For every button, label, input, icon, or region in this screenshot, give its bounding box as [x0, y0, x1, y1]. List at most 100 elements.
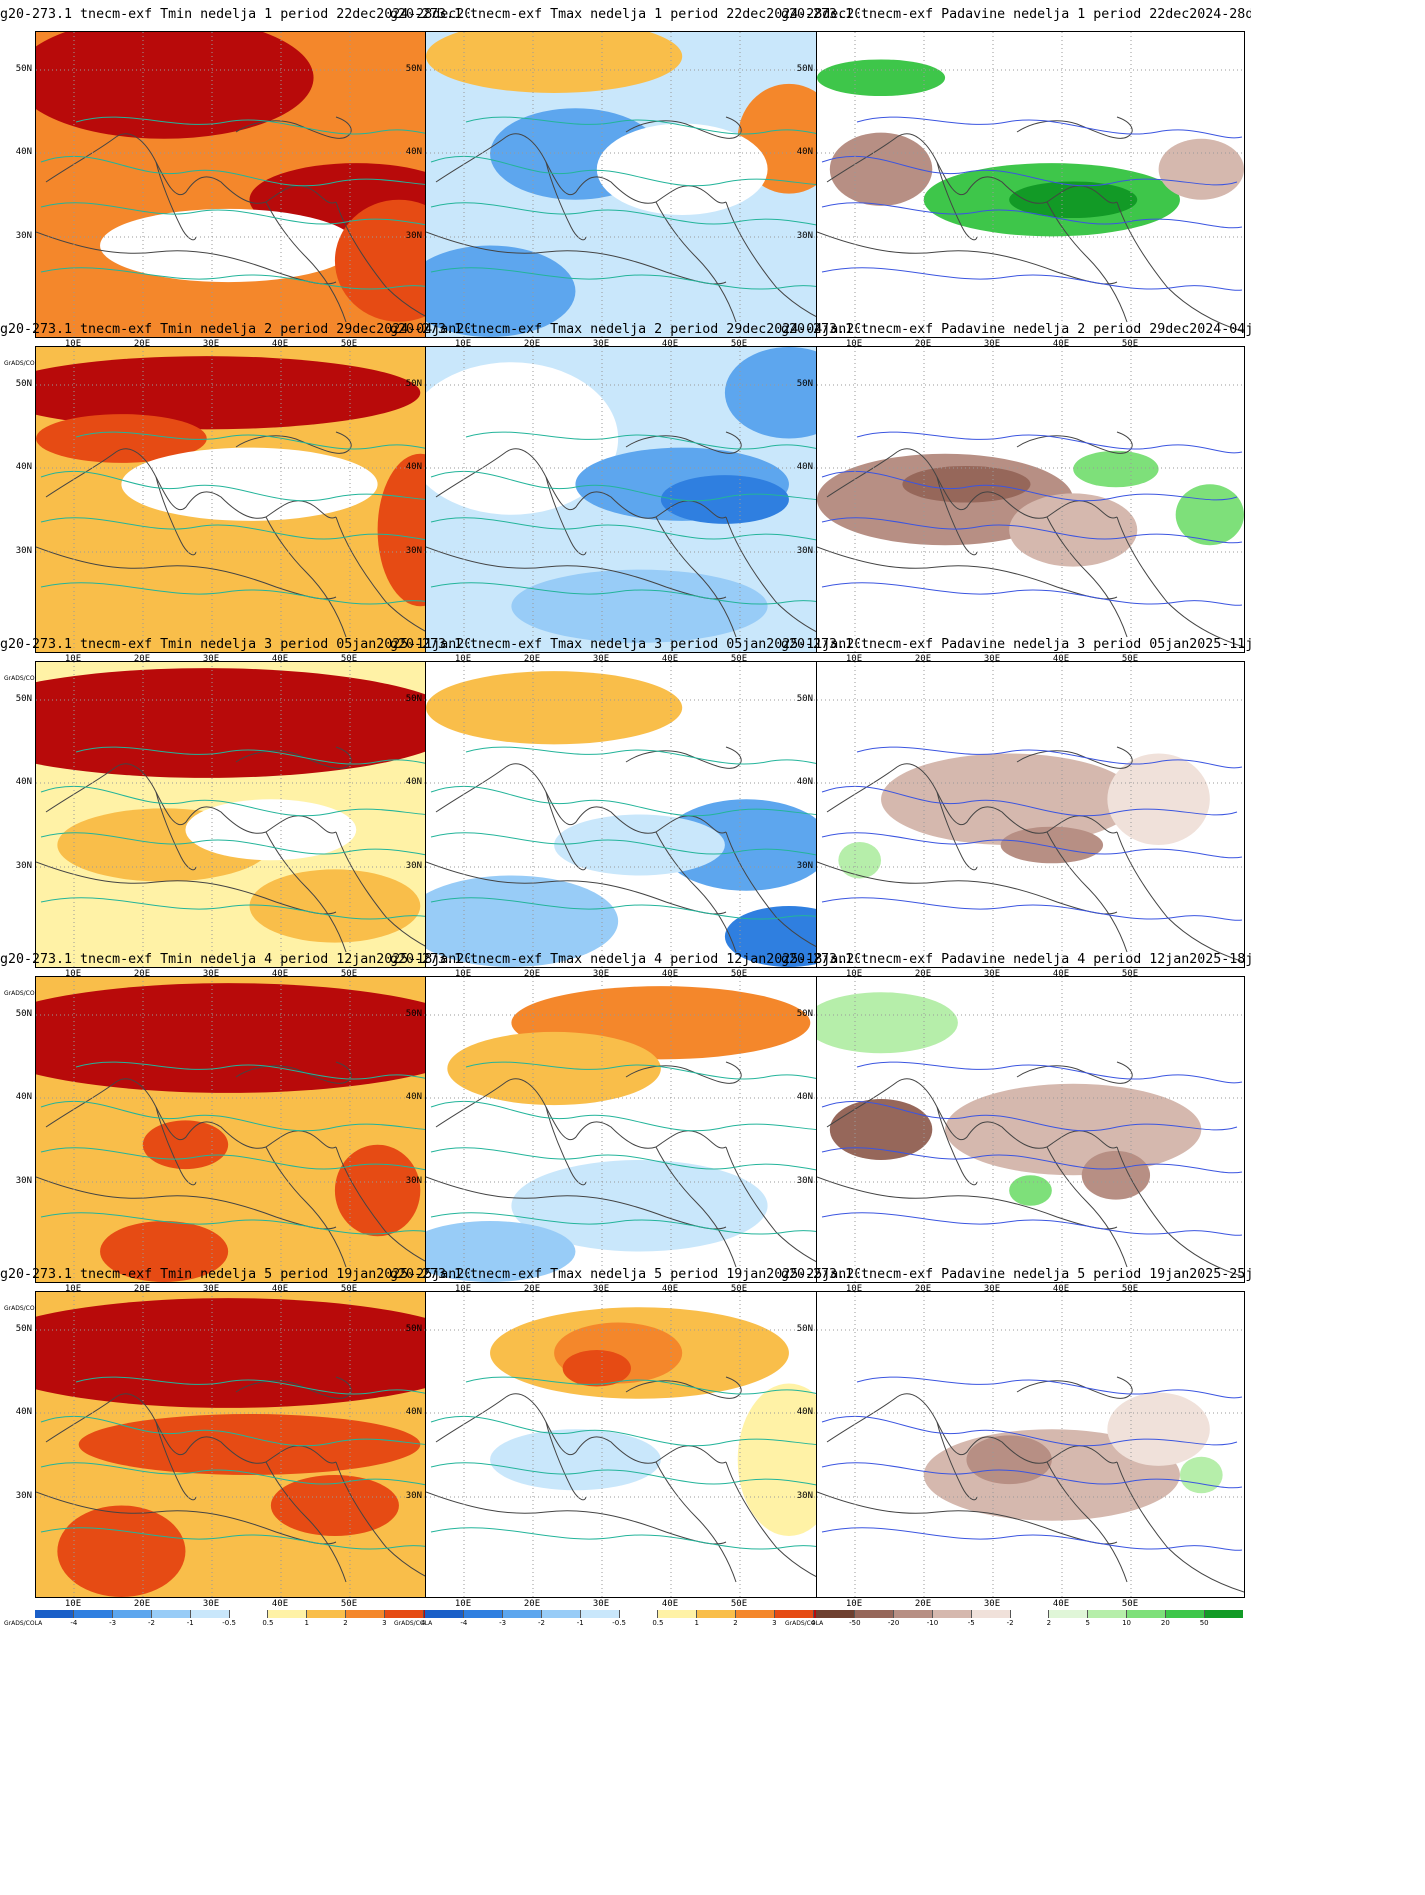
color-swatch	[736, 1610, 776, 1618]
longitude-label: 10E	[454, 1284, 472, 1294]
color-swatch	[580, 1610, 620, 1618]
coastline	[1016, 116, 1133, 139]
latitude-label: 40N	[796, 147, 813, 157]
longitude-label: 20E	[914, 654, 932, 664]
latitude-label: 30N	[796, 546, 813, 556]
coastline	[1046, 1146, 1128, 1268]
coastline	[1016, 1061, 1133, 1084]
isoline	[430, 1527, 852, 1551]
coastline	[265, 1146, 347, 1268]
isoline	[465, 116, 852, 139]
color-swatch	[775, 1610, 815, 1618]
longitude-label: 30E	[202, 339, 220, 349]
latitude-label: 30N	[796, 861, 813, 871]
longitude-label: 40E	[1052, 969, 1070, 979]
panel-title: g20-273.1 tnecm-exf Tmax nedelja 5 perio…	[390, 1267, 860, 1282]
coastline	[655, 516, 737, 638]
isoline	[75, 1061, 462, 1084]
isoline	[821, 1415, 1238, 1447]
coastline	[545, 476, 587, 556]
anomaly-region-2	[334, 1144, 421, 1237]
anomaly-region-0	[426, 671, 683, 745]
coastline	[936, 476, 978, 556]
isoline	[856, 746, 1243, 769]
software-label: GrADS/COLA	[785, 1620, 824, 1627]
color-swatch	[541, 1610, 581, 1618]
color-scale-bar	[816, 1610, 1243, 1618]
scale-tick-label: 2	[343, 1619, 348, 1627]
isoline	[430, 267, 852, 291]
isoline	[430, 1100, 847, 1132]
latitude-label: 50N	[15, 64, 32, 74]
longitude-label: 20E	[523, 654, 541, 664]
anomaly-map	[35, 346, 464, 653]
panel-title: g20-273.1 tnecm-exf Tmax nedelja 1 perio…	[390, 7, 860, 22]
latitude-label: 30N	[796, 1491, 813, 1501]
longitude-label: 50E	[1121, 969, 1139, 979]
latitude-label: 40N	[15, 462, 32, 472]
anomaly-region-1	[142, 1120, 229, 1170]
anomaly-region-3	[829, 132, 933, 206]
coastline	[155, 1106, 197, 1186]
longitude-label: 40E	[661, 1284, 679, 1294]
map-panel-tmax-week-2: g20-273.1 tnecm-exf Tmax nedelja 2 perio…	[390, 315, 860, 694]
longitude-label: 30E	[592, 654, 610, 664]
longitude-label: 30E	[202, 1599, 220, 1609]
anomaly-region-2	[1179, 1456, 1223, 1494]
coastline	[545, 1106, 587, 1186]
scale-tick-label: 2	[1046, 1619, 1052, 1627]
isoline	[821, 517, 1243, 544]
anomaly-region-3	[1073, 450, 1159, 488]
longitude-label: 10E	[454, 1599, 472, 1609]
anomaly-map	[816, 31, 1245, 338]
latitude-label: 50N	[15, 379, 32, 389]
isoline	[430, 785, 847, 817]
anomaly-map	[35, 976, 464, 1283]
scale-tick-label: 4	[420, 1619, 426, 1627]
coastline	[1116, 516, 1244, 648]
color-swatch	[35, 1610, 74, 1618]
coastline	[1016, 1376, 1133, 1399]
map-panel-tmin-week-4: g20-273.1 tnecm-exf Tmin nedelja 4 perio…	[0, 945, 470, 1324]
anomaly-region-1	[447, 1031, 661, 1106]
anomaly-map	[816, 346, 1245, 653]
isoline	[821, 785, 1238, 817]
coastline	[655, 1461, 737, 1583]
coastline	[1116, 1461, 1244, 1593]
panel-title: g20-273.1 tnecm-exf Tmax nedelja 4 perio…	[390, 952, 860, 967]
scale-tick-label: 5	[1085, 1619, 1090, 1627]
map-panel-tmin-week-3: g20-273.1 tnecm-exf Tmin nedelja 3 perio…	[0, 630, 470, 1009]
scale-tick-label: -5	[967, 1619, 975, 1627]
software-label: GrADS/COLA	[4, 1305, 43, 1312]
panel-title: g20-273.1 tnecm-exf Tmin nedelja 2 perio…	[0, 322, 470, 337]
longitude-label: 40E	[1052, 654, 1070, 664]
coastline	[1116, 201, 1244, 333]
coastline	[1046, 1461, 1128, 1583]
coastline	[625, 1061, 742, 1084]
isoline	[430, 1415, 847, 1447]
longitude-label: 50E	[1121, 339, 1139, 349]
scale-tick-label: -3	[109, 1619, 117, 1627]
isoline	[40, 897, 462, 921]
scale-tick-label: 0.5	[262, 1619, 274, 1627]
panel-title: g20-273.1 tnecm-exf Tmin nedelja 5 perio…	[0, 1267, 470, 1282]
coastline	[655, 201, 737, 323]
longitude-label: 50E	[1121, 1599, 1139, 1609]
color-swatch	[425, 1610, 464, 1618]
map-panel-tmin-week-5: g20-273.1 tnecm-exf Tmin nedelja 5 perio…	[0, 1260, 470, 1639]
coastline	[625, 746, 742, 769]
isoline	[821, 1212, 1243, 1236]
longitude-label: 30E	[983, 654, 1001, 664]
anomaly-map	[816, 976, 1245, 1283]
isoline	[75, 746, 462, 769]
longitude-label: 50E	[1121, 654, 1139, 664]
scale-tick-label: 10	[1122, 1619, 1131, 1627]
panel-title: g20-273.1 tnecm-exf Tmax nedelja 2 perio…	[390, 322, 860, 337]
longitude-label: 40E	[271, 969, 289, 979]
longitude-label: 20E	[914, 339, 932, 349]
anomaly-region-0	[426, 362, 619, 515]
coastline	[265, 1461, 347, 1583]
scale-tick-label: -20	[887, 1619, 900, 1627]
longitude-label: 30E	[202, 654, 220, 664]
coastline	[625, 116, 742, 139]
